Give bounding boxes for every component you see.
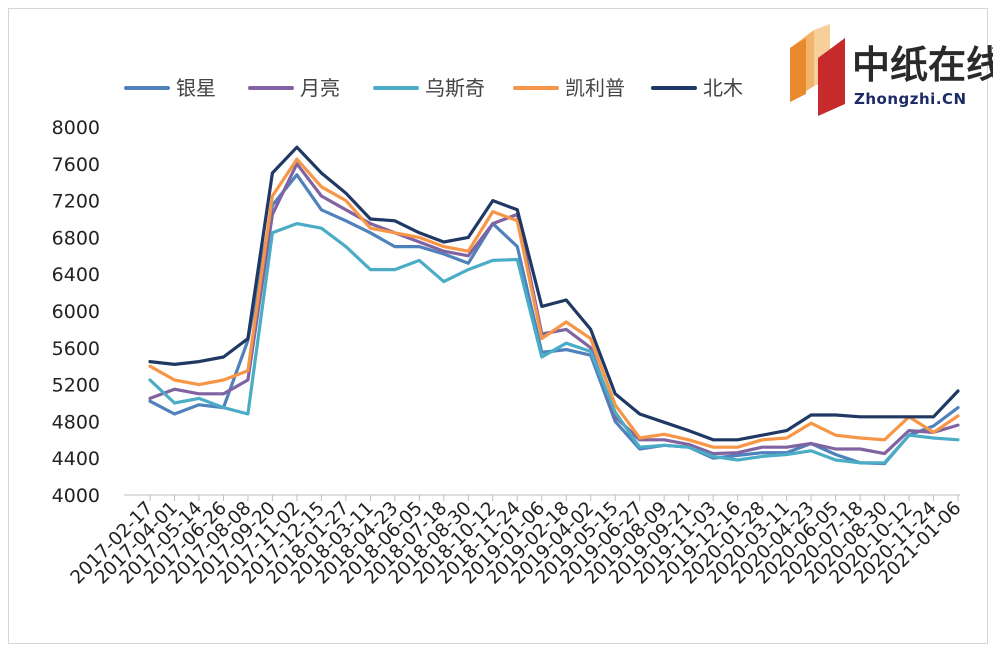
legend-label: 银星 — [176, 76, 216, 100]
chart-frame — [8, 8, 988, 644]
legend-label: 乌斯奇 — [425, 76, 485, 100]
x-axis: 2017-02-172017-04-012017-05-142017-06-26… — [67, 494, 966, 589]
y-tick-label: 4000 — [52, 485, 100, 507]
y-tick-label: 6000 — [52, 301, 100, 323]
y-tick-label: 7200 — [52, 191, 100, 213]
legend: 银星 月亮 乌斯奇 凯利普 北木 — [124, 76, 743, 100]
y-tick-label: 6400 — [52, 264, 100, 286]
plot-area — [148, 145, 960, 466]
legend-label: 凯利普 — [565, 76, 625, 100]
logo-chinese-text: 中纸在线 — [852, 43, 993, 87]
y-axis: 4000 4400 4800 5200 5600 6000 6400 6800 7200 7600… — [52, 117, 100, 507]
legend-label: 月亮 — [300, 76, 340, 100]
y-tick-label: 6800 — [52, 227, 100, 249]
series-line-3 — [148, 222, 960, 465]
y-tick-label: 4400 — [52, 448, 100, 470]
y-tick-label: 7600 — [52, 154, 100, 176]
logo-english-text: Zhongzhi.CN — [854, 90, 967, 108]
y-tick-label: 4800 — [52, 411, 100, 433]
legend-label: 北木 — [703, 76, 743, 100]
series-line-4 — [148, 157, 960, 449]
y-tick-label: 5200 — [52, 375, 100, 397]
y-tick-label: 8000 — [52, 117, 100, 139]
zhongzhi-logo: 中纸在线 Zhongzhi.CN — [790, 24, 993, 116]
y-tick-label: 5600 — [52, 338, 100, 360]
series-line-5 — [148, 145, 960, 442]
